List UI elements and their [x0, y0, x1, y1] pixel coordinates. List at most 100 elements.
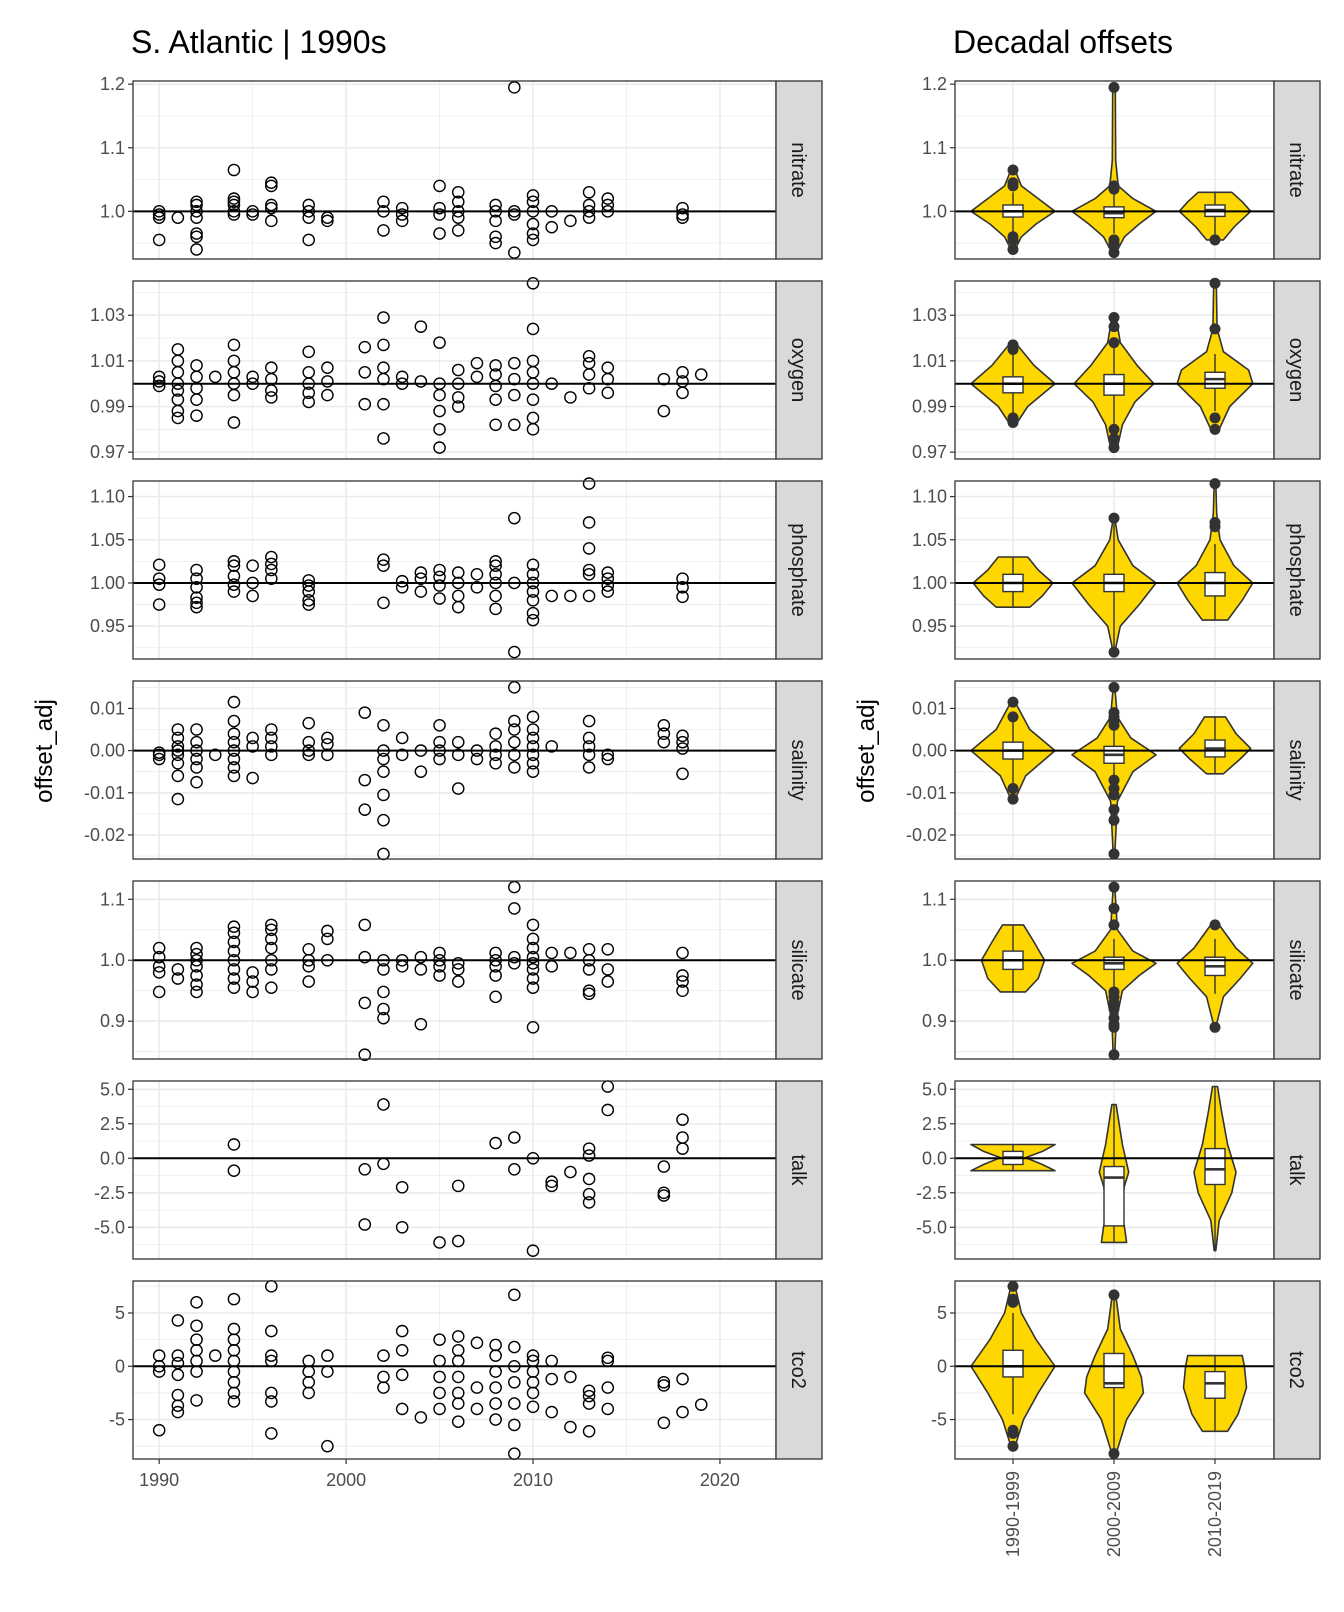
data-point: [395, 1220, 409, 1234]
data-point: [227, 761, 241, 774]
data-point: [545, 1405, 558, 1419]
data-point: [190, 563, 203, 577]
data-point: [601, 975, 615, 988]
data-point: [377, 788, 390, 802]
data-point: [451, 975, 465, 988]
data-point: [470, 568, 484, 581]
data-point: [657, 718, 671, 732]
y-tick-label: -0.01: [906, 783, 947, 803]
y-tick-label: 1.03: [912, 305, 947, 325]
data-point: [601, 386, 615, 400]
outlier-point: [1007, 177, 1019, 189]
data-point: [265, 391, 278, 404]
data-point: [358, 996, 372, 1010]
data-point: [508, 388, 521, 402]
data-point: [414, 950, 428, 964]
y-tick-label: 2.5: [100, 1114, 125, 1134]
data-point: [526, 981, 540, 994]
facet-strip: [775, 280, 823, 460]
outlier-point: [1108, 814, 1120, 826]
y-tick-label: 1.00: [912, 573, 947, 593]
data-point: [676, 767, 689, 781]
data-point: [171, 1349, 185, 1362]
data-point: [377, 1098, 390, 1111]
data-point: [321, 1349, 334, 1362]
data-point: [208, 1349, 222, 1362]
facet-strip-label: talk: [787, 1154, 809, 1186]
data-point: [451, 195, 465, 209]
data-point: [171, 740, 185, 753]
data-point: [526, 748, 540, 762]
data-point: [190, 1394, 203, 1407]
facet-strip: [775, 1080, 823, 1260]
data-point: [227, 1322, 241, 1336]
facet-strip: [1273, 680, 1321, 860]
data-point: [433, 969, 446, 982]
data-point: [265, 1386, 278, 1400]
data-point: [489, 230, 502, 244]
data-point: [657, 1379, 671, 1392]
data-point: [152, 752, 166, 766]
data-point: [265, 1324, 278, 1338]
outlier-point: [1108, 312, 1120, 324]
data-point: [451, 1330, 465, 1343]
data-point: [190, 723, 203, 736]
data-point: [265, 932, 278, 946]
data-point: [489, 1381, 502, 1394]
data-point: [265, 179, 278, 193]
data-point: [489, 946, 502, 960]
data-point: [190, 596, 203, 610]
data-point: [582, 714, 596, 728]
data-point: [489, 748, 502, 762]
data-point: [526, 723, 540, 736]
data-point: [433, 946, 446, 960]
outlier-point: [1108, 902, 1120, 914]
data-point: [508, 511, 521, 525]
outlier-point: [1108, 512, 1120, 524]
data-point: [227, 416, 241, 429]
data-point: [377, 718, 390, 732]
y-tick-label: 0.99: [912, 397, 947, 417]
y-tick-label: -2.5: [94, 1183, 125, 1203]
outlier-point: [1007, 1440, 1019, 1452]
data-point: [526, 217, 540, 231]
data-point: [227, 338, 241, 352]
outlier-point: [1007, 339, 1019, 351]
data-point: [526, 593, 540, 607]
facet-strip-label: salinity: [1285, 739, 1307, 800]
data-point: [526, 606, 540, 620]
data-point: [358, 340, 372, 354]
y-tick-label: 1.1: [922, 889, 947, 909]
data-point: [526, 1400, 540, 1414]
data-point: [676, 590, 689, 604]
outlier-point: [1108, 337, 1120, 349]
data-point: [582, 1172, 596, 1186]
data-point: [395, 214, 409, 228]
data-point: [227, 163, 241, 177]
data-point: [265, 572, 278, 585]
data-point: [227, 769, 241, 783]
data-point: [601, 963, 615, 976]
y-tick-label: 1.1: [922, 138, 947, 158]
data-point: [526, 233, 540, 247]
data-point: [433, 179, 446, 193]
data-point: [190, 969, 203, 982]
data-point: [265, 963, 278, 976]
data-point: [508, 1131, 521, 1144]
data-point: [152, 966, 166, 979]
outlier-point: [1007, 711, 1019, 723]
outlier-point: [1007, 1293, 1019, 1305]
facet-strip-label: salinity: [787, 739, 809, 800]
data-point: [377, 432, 390, 445]
data-point: [489, 418, 502, 432]
y-tick-label: 1.03: [90, 305, 125, 325]
data-point: [171, 731, 185, 745]
data-point: [433, 441, 446, 454]
data-point: [470, 370, 484, 384]
data-point: [414, 320, 428, 333]
data-point: [358, 773, 372, 787]
data-point: [358, 918, 372, 932]
y-tick-label: 5: [115, 1303, 125, 1323]
data-point: [582, 1389, 596, 1403]
data-point: [601, 1381, 615, 1394]
